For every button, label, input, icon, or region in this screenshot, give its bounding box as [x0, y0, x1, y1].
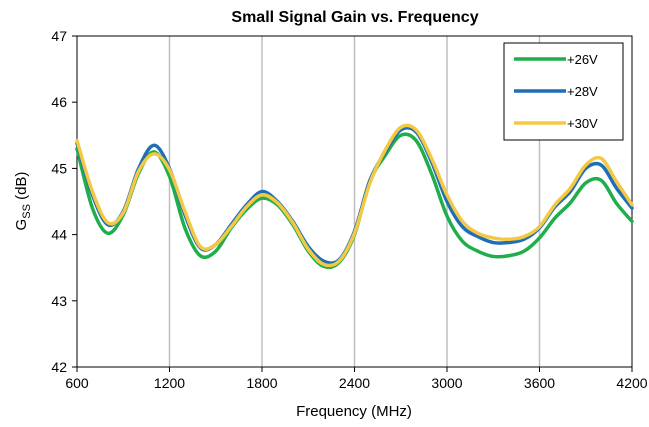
x-tick-label: 3600 — [524, 375, 555, 391]
series-line-3 — [75, 123, 634, 268]
x-tick-label: 600 — [65, 375, 89, 391]
y-tick-label: 46 — [51, 94, 67, 110]
tick-labels: 600 1200 1800 2400 3000 3600 4200 42 43 44 45 46 47 — [51, 28, 647, 391]
x-tick-label: 3000 — [431, 375, 462, 391]
y-axis-label-sub: SS — [21, 204, 33, 219]
y-axis-label: GSS (dB) — [13, 172, 33, 231]
y-tick-label: 42 — [51, 359, 67, 375]
grid-lines — [168, 36, 541, 367]
series-lines — [75, 123, 634, 270]
x-tick-label: 4200 — [616, 375, 647, 391]
legend-label-3: +30V — [567, 116, 598, 131]
legend-label-2: +28V — [567, 84, 598, 99]
y-tick-label: 43 — [51, 293, 67, 309]
y-axis-label-unit: (dB) — [13, 172, 30, 205]
y-tick-label: 47 — [51, 28, 67, 44]
x-tick-label: 2400 — [339, 375, 370, 391]
legend: +26V +28V +30V — [503, 42, 624, 141]
legend-label-1: +26V — [567, 52, 598, 67]
y-tick-label: 44 — [51, 227, 67, 243]
x-tick-label: 1200 — [154, 375, 185, 391]
y-tick-label: 45 — [51, 160, 67, 176]
x-axis-label: Frequency (MHz) — [296, 403, 412, 420]
chart-title: Small Signal Gain vs. Frequency — [231, 9, 478, 26]
x-tick-label: 1800 — [246, 375, 277, 391]
y-axis-label-main: G — [13, 219, 30, 231]
